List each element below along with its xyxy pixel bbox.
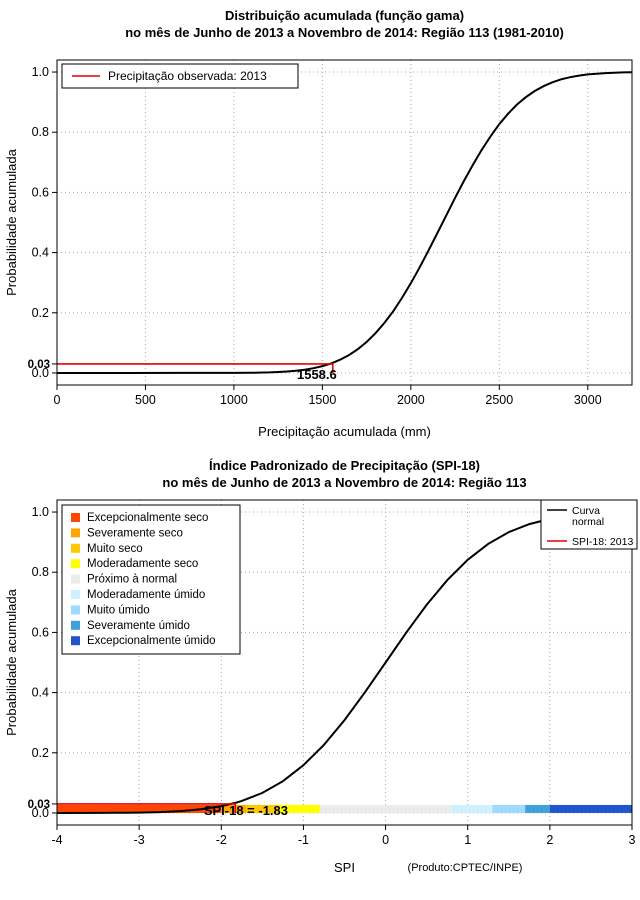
observed-value-label: SPI-18 = -1.83 [204,803,288,818]
x-tick-label: 1500 [308,393,336,407]
category-bar-segment [221,804,246,813]
legend-label: Curva [572,505,600,517]
x-tick-label: -2 [216,833,227,847]
x-tick-label: 1000 [220,393,248,407]
x-tick-label: -3 [134,833,145,847]
category-bar-segment [57,804,222,813]
gamma-x-axis-label: Precipitação acumulada (mm) [258,424,431,439]
category-swatch [71,528,80,538]
y-tick-label-003: 0.03 [28,359,50,371]
category-label: Moderadamente seco [87,558,198,570]
y-tick-label: 0.0 [32,366,49,380]
category-swatch [71,513,80,522]
x-tick-label: -4 [51,833,62,847]
category-label: Muito úmido [87,604,150,616]
legend-label: normal [572,516,604,528]
plot-border [56,59,633,386]
spi-chart-title-line1: Índice Padronizado de Precipitação (SPI-… [209,458,480,473]
cdf-curve [57,71,633,374]
legend-box [61,63,299,89]
y-tick-label: 0.6 [32,185,49,199]
category-label: Moderadamente úmido [87,589,205,601]
category-label: Excepcionalmente seco [87,512,208,524]
spi-cdf-plot: -4 -3 -2 -1 0 1 2 3 0.0 0.2 0.4 0.6 0.8 1.0 0.03 SPI-18… [28,499,638,847]
category-swatch [71,559,80,569]
spi-chart-title-line2: no mês de Junho de 2013 a Novembro de 20… [162,475,527,490]
y-tick-label: 0.2 [32,746,49,760]
y-tick-label: 0.6 [32,625,49,639]
category-label: Severamente úmido [87,620,190,632]
category-bar-segment [549,804,632,813]
category-swatch [71,620,80,630]
x-tick-label: 3 [629,833,636,847]
spi-x-axis-label: SPI [334,860,355,875]
spi-cdf-chart-panel: Índice Padronizado de Precipitação (SPI-… [0,450,640,900]
x-tick-label: 2000 [397,393,425,407]
y-tick-label: 0.4 [32,686,49,700]
category-bar-segment [278,804,320,813]
line-legend-box [540,499,638,550]
gamma-cdf-chart-panel: Distribuição acumulada (função gama) no … [4,8,633,439]
plot-background [57,60,632,385]
x-tick-label: 0 [382,833,389,847]
gamma-cdf-plot: 0 500 1000 1500 2000 2500 3000 0.0 0.2 0.4 0.6 0.8 1… [28,59,633,407]
producer-credit: (Produto:CPTEC/INPE) [407,862,523,874]
category-swatch [71,574,80,584]
y-tick-label: 0.8 [32,125,49,139]
x-tick-label: 500 [135,393,156,407]
category-label: Excepcionalmente úmido [87,635,216,647]
gamma-chart-title-line2: no mês de Junho de 2013 a Novembro de 20… [125,25,564,40]
y-tick-label: 0.0 [32,806,49,820]
category-bar-segment [525,804,550,813]
category-bar-segment [245,804,279,813]
legend-label: SPI-18: 2013 [572,536,633,548]
category-bar-segment [492,804,526,813]
category-legend-box [61,504,241,655]
gamma-chart-title-line1: Distribuição acumulada (função gama) [224,8,465,23]
y-tick-label: 1.0 [32,505,49,519]
category-bar-segment [319,804,452,813]
category-swatch [71,543,80,553]
x-tick-label: -1 [298,833,309,847]
y-tick-label: 0.8 [32,565,49,579]
category-label: Muito seco [87,543,143,555]
category-swatch [71,636,80,646]
observed-value-label: 1558.6 [297,367,337,382]
y-tick-label: 0.4 [32,246,49,260]
x-tick-label: 2500 [485,393,513,407]
legend-label: Precipitação observada: 2013 [108,69,267,83]
cdf-curve [56,511,633,814]
x-tick-label: 2 [546,833,553,847]
x-tick-label: 3000 [574,393,602,407]
category-bar-segment [451,804,493,813]
x-tick-label: 0 [54,393,61,407]
y-tick-label: 0.2 [32,306,49,320]
y-tick-label-003: 0.03 [28,799,50,811]
category-label: Próximo à normal [87,574,177,586]
y-tick-label: 1.0 [32,65,49,79]
category-swatch [71,605,80,615]
category-swatch [71,590,80,599]
x-tick-label: 1 [464,833,471,847]
category-label: Severamente seco [87,527,183,539]
plot-border [56,499,633,826]
